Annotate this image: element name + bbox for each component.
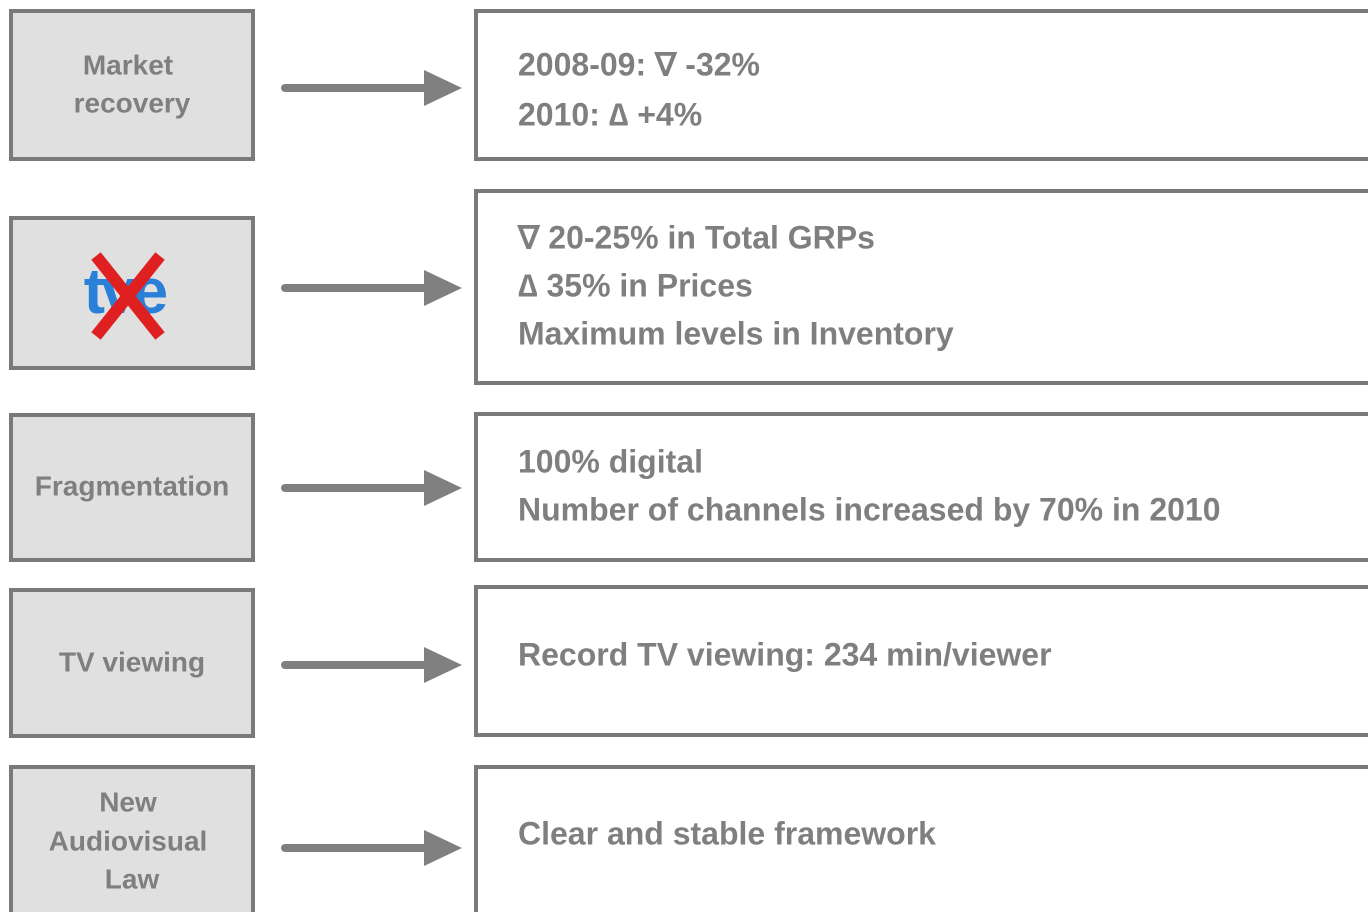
row-text: ∆ 35% in Prices [518,267,753,303]
row-text: 100% digital [518,443,703,479]
row-text: Clear and stable framework [518,815,936,851]
label-box [9,9,255,161]
label-box [9,765,255,912]
content-box [474,412,1368,562]
row-label: Fragmentation [35,470,229,501]
content-box [474,189,1368,385]
row-text: Record TV viewing: 234 min/viewer [518,636,1052,672]
arrow-head [424,830,462,866]
row-text: Number of channels increased by 70% in 2… [518,491,1221,527]
row-label: Audiovisual [49,825,208,856]
arrow-head [424,470,462,506]
arrow-head [424,647,462,683]
row-text: 2008-09: ∇ -32% [518,46,760,82]
row-text: ∇ 20-25% in Total GRPs [517,219,875,255]
row-label: Market [83,49,173,80]
label-box [9,588,255,738]
label-box [9,413,255,562]
row-label: TV viewing [59,646,205,677]
row-label: New [99,786,157,817]
arrow-head [424,270,462,306]
content-box [474,765,1368,912]
row-text: 2010: ∆ +4% [518,96,702,132]
content-box [474,9,1368,161]
row-text: Maximum levels in Inventory [518,315,954,351]
content-box [474,585,1368,737]
row-label: Law [105,863,160,894]
arrow-head [424,70,462,106]
row-label: recovery [74,87,191,118]
cross-mark [91,252,165,340]
